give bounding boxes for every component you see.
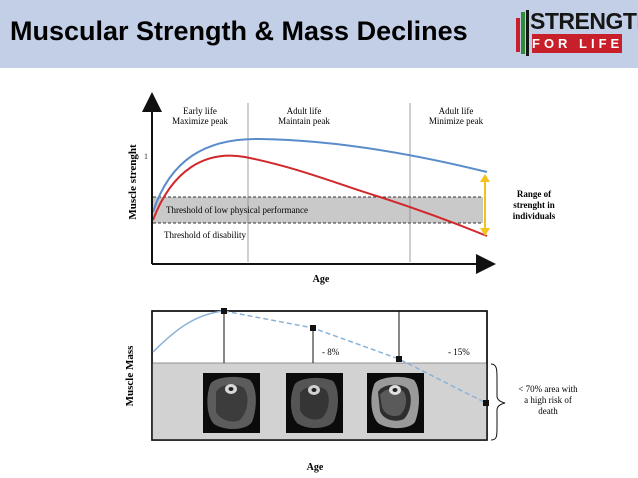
range-label-line2: strenght in xyxy=(513,200,555,210)
marker-15pct xyxy=(396,356,402,362)
strength-y-label: Muscle strenght xyxy=(127,144,139,220)
mass-y-label: Muscle Mass xyxy=(124,345,136,407)
logo-for-life-text: FOR LIFE xyxy=(532,34,624,53)
mass-chart: - 8% - 15% < 70% area with a high risk o… xyxy=(124,308,578,473)
muscle-mass-curve xyxy=(152,310,225,353)
logo-strength-text: STRENGTH xyxy=(530,8,638,34)
disability-label: Threshold of disability xyxy=(164,230,246,240)
marker-8pct xyxy=(310,325,316,331)
risk-annotation-line2: a high risk of xyxy=(524,395,572,405)
mass-x-label: Age xyxy=(307,462,324,473)
band-label: Threshold of low physical performance xyxy=(166,205,308,215)
marker-8pct-label: - 8% xyxy=(322,347,340,357)
logo-bar-dark xyxy=(526,10,529,56)
marker-15pct-label: - 15% xyxy=(448,347,470,357)
mass-chart-frame-border xyxy=(151,310,488,441)
phase-1-line2: Maximize peak xyxy=(172,116,228,126)
muscle-mass-decline xyxy=(223,310,487,404)
phase-3-line1: Adult life xyxy=(439,106,474,116)
phase-2-line2: Maintain peak xyxy=(278,116,330,126)
thigh-scan-1 xyxy=(203,373,260,433)
range-arrow-bottom-head xyxy=(480,228,490,236)
strength-x-label: Age xyxy=(313,274,330,285)
strength-for-life-logo: STRENGTH FOR LIFE xyxy=(516,8,638,58)
low-performance-band xyxy=(153,197,483,223)
logo-bar-green xyxy=(521,12,525,54)
risk-annotation-line3: death xyxy=(538,406,558,416)
low-strength-curve xyxy=(152,154,488,237)
risk-brace xyxy=(490,363,506,441)
phase-1-line1: Early life xyxy=(183,106,217,116)
high-strength-curve xyxy=(152,137,488,213)
marker-risk xyxy=(483,400,489,406)
logo-bar-red xyxy=(516,18,520,52)
header-bar: Muscular Strength & Mass Declines STRENG… xyxy=(0,0,638,68)
range-arrow-top-head xyxy=(480,174,490,182)
risk-annotation-line1: < 70% area with xyxy=(518,384,578,394)
range-label-line1: Range of xyxy=(517,189,552,199)
strength-chart: Muscle strenght 1 Early life Maximize pe… xyxy=(127,92,556,285)
range-label-line3: individuals xyxy=(513,211,556,221)
thigh-scan-2 xyxy=(286,373,343,433)
phase-3-line2: Minimize peak xyxy=(429,116,484,126)
phase-2-line1: Adult life xyxy=(287,106,322,116)
strength-y-tick: 1 xyxy=(144,152,148,161)
thigh-scan-3 xyxy=(367,373,424,433)
page-title: Muscular Strength & Mass Declines xyxy=(10,16,468,46)
marker-peak xyxy=(221,308,227,314)
